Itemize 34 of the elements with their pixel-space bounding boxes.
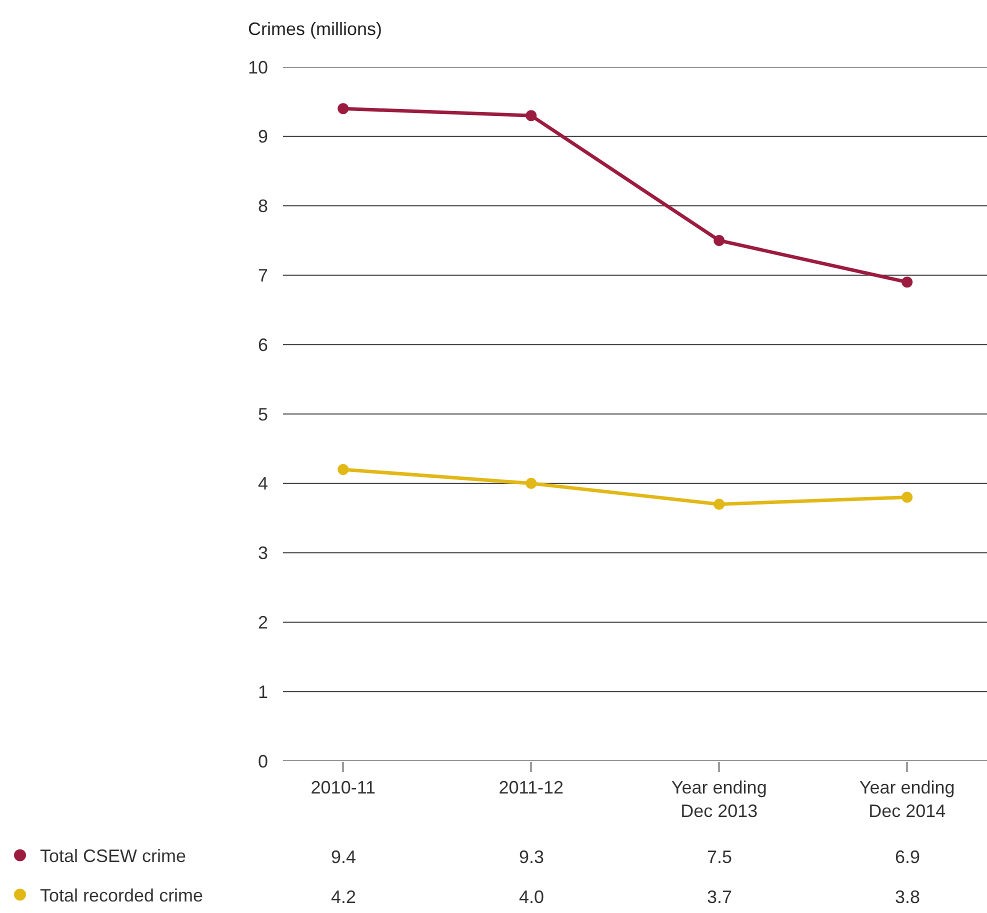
point <box>526 110 537 122</box>
y-tick-label: 5 <box>258 404 268 424</box>
y-tick-label: 7 <box>258 266 268 286</box>
point <box>338 103 349 114</box>
point <box>714 235 725 246</box>
data-label: 4.0 <box>519 887 544 907</box>
y-tick-label: 10 <box>248 57 268 78</box>
data-label: 9.4 <box>331 847 356 867</box>
data-label: 9.3 <box>519 847 544 867</box>
data-label: 4.2 <box>331 887 356 907</box>
x-tick-label: 2011-12 <box>498 778 564 798</box>
y-tick-label: 6 <box>258 334 268 355</box>
point <box>902 276 913 288</box>
y-tick-label: 3 <box>258 543 268 564</box>
y-tick-label: 2 <box>258 612 268 632</box>
legend-label: Total recorded crime <box>40 886 204 906</box>
x-tick-label: Year ending Dec 2014 <box>859 778 955 821</box>
data-label: 7.5 <box>707 847 732 867</box>
data-label: 3.7 <box>707 887 732 907</box>
x-tick-label: Year ending Dec 2013 <box>671 778 767 821</box>
point <box>338 464 349 476</box>
y-tick-label: 1 <box>258 682 268 702</box>
y-tick-label: 0 <box>258 751 268 772</box>
point <box>526 478 537 489</box>
legend-label: Total CSEW crime <box>40 846 186 866</box>
point <box>714 498 725 510</box>
point <box>902 492 913 503</box>
y-axis-title: Crimes (millions) <box>248 19 382 39</box>
x-tick-label: 2010-11 <box>310 778 376 798</box>
y-tick-label: 8 <box>258 196 268 216</box>
y-tick-label: 9 <box>258 126 268 147</box>
data-label: 3.8 <box>895 887 920 907</box>
y-tick-label: 4 <box>258 474 268 494</box>
data-label: 6.9 <box>895 847 920 867</box>
